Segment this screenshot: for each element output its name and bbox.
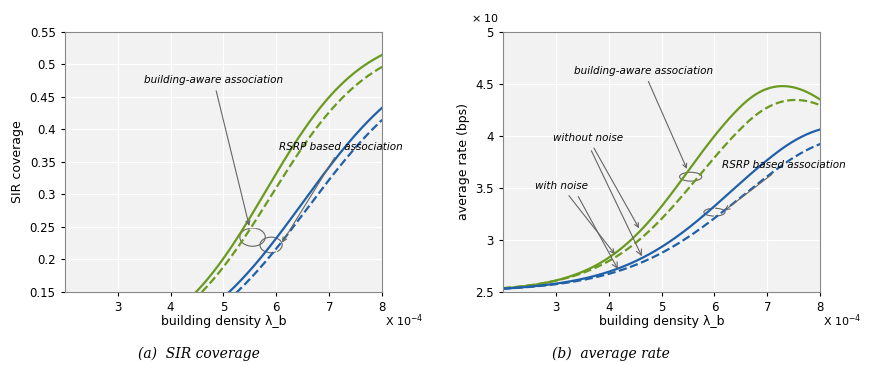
Text: (a)  SIR coverage: (a) SIR coverage	[138, 346, 260, 361]
Text: (b)  average rate: (b) average rate	[552, 346, 670, 361]
Text: with noise: with noise	[534, 181, 614, 253]
Text: without noise: without noise	[0, 364, 1, 365]
Text: with noise: with noise	[0, 364, 1, 365]
Y-axis label: SIR coverage: SIR coverage	[11, 120, 24, 203]
X-axis label: building density λ_b: building density λ_b	[599, 315, 725, 328]
Text: building-aware association: building-aware association	[574, 66, 713, 168]
X-axis label: building density λ_b: building density λ_b	[161, 315, 286, 328]
Text: RSRP based association: RSRP based association	[723, 160, 846, 210]
Text: without noise: without noise	[553, 133, 638, 227]
Text: $\times$ 10: $\times$ 10	[471, 12, 499, 24]
Text: building-aware association: building-aware association	[144, 76, 283, 225]
Text: X 10$^{-4}$: X 10$^{-4}$	[823, 313, 862, 330]
Text: X 10$^{-4}$: X 10$^{-4}$	[385, 313, 424, 330]
Y-axis label: average rate (bps): average rate (bps)	[457, 103, 470, 220]
Text: RSRP based association: RSRP based association	[279, 142, 402, 242]
